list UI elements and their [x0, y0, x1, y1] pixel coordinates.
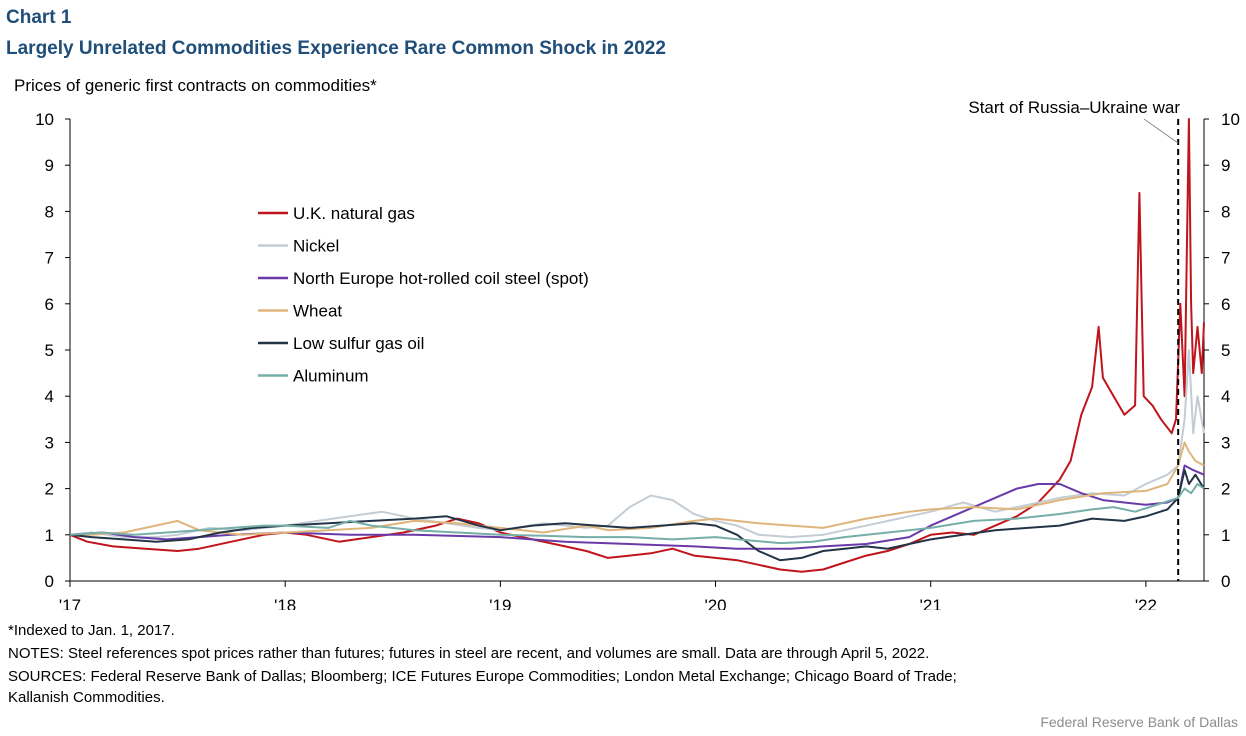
- x-tick-label: '20: [704, 596, 726, 610]
- x-tick-label: '18: [274, 596, 296, 610]
- series-line-u-k-natural-gas: [69, 118, 1205, 573]
- chart-axes: 0 0 1 1 2 2 3 3 4 4 5 5 6 6 7 7 8 8 9 9 10 10 '17 '18 '19 '20 '21 '…: [35, 110, 1240, 610]
- y-tick-label-left: 5: [45, 341, 54, 360]
- series-line-wheat: [70, 441, 1205, 536]
- series-line-north-europe-hot-rolled-coil-steel-spot: [69, 464, 1205, 550]
- y-tick-label-left: 8: [45, 202, 54, 221]
- series-line-aluminum: [69, 483, 1205, 545]
- y-tick-label-right: 5: [1221, 341, 1230, 360]
- y-tick-label-right: 3: [1221, 433, 1230, 452]
- y-tick-label-left: 9: [45, 156, 54, 175]
- chart-label: Chart 1: [6, 7, 72, 28]
- y-tick-label-right: 10: [1221, 110, 1240, 129]
- y-tick-label-left: 3: [45, 433, 54, 452]
- legend-label: Nickel: [293, 237, 339, 256]
- y-tick-label-right: 2: [1221, 480, 1230, 499]
- series-line-low-sulfur-gas-oil: [69, 469, 1205, 562]
- series-layer: [69, 118, 1205, 573]
- credit: Federal Reserve Bank of Dallas: [1040, 714, 1238, 730]
- y-tick-label-right: 9: [1221, 156, 1230, 175]
- y-tick-label-left: 0: [45, 572, 54, 591]
- y-tick-label-left: 1: [45, 526, 54, 545]
- chart-subtitle: Prices of generic first contracts on com…: [14, 76, 377, 95]
- chart-title: Largely Unrelated Commodities Experience…: [6, 38, 666, 59]
- legend-label: Low sulfur gas oil: [293, 334, 424, 353]
- y-tick-label-left: 2: [45, 480, 54, 499]
- notes-text: NOTES: Steel references spot prices rath…: [8, 645, 930, 662]
- legend-label: U.K. natural gas: [293, 204, 415, 223]
- y-tick-label-left: 10: [35, 110, 54, 129]
- series-line-nickel: [69, 349, 1205, 539]
- y-tick-label-right: 6: [1221, 295, 1230, 314]
- legend-label: Aluminum: [293, 367, 369, 386]
- chart-legend: U.K. natural gas Nickel North Europe hot-r…: [258, 204, 589, 386]
- x-tick-label: '17: [59, 596, 81, 610]
- y-tick-label-left: 4: [45, 387, 54, 406]
- y-tick-label-left: 7: [45, 249, 54, 268]
- line-chart: 0 0 1 1 2 2 3 3 4 4 5 5 6 6 7 7 8 8 9 9 10 10 '17 '18 '19 '20 '21 '…: [35, 98, 1240, 610]
- annotation-leader-line: [1143, 118, 1179, 144]
- y-tick-label-right: 7: [1221, 249, 1230, 268]
- annotation-label: Start of Russia–Ukraine war: [968, 98, 1180, 117]
- legend-label: Wheat: [293, 302, 342, 321]
- y-tick-label-right: 8: [1221, 202, 1230, 221]
- footnote: *Indexed to Jan. 1, 2017.: [8, 622, 175, 639]
- y-tick-label-right: 4: [1221, 387, 1230, 406]
- y-tick-label-left: 6: [45, 295, 54, 314]
- y-tick-label-right: 0: [1221, 572, 1230, 591]
- legend-label: North Europe hot-rolled coil steel (spot…: [293, 269, 589, 288]
- sources-text-continued: Kallanish Commodities.: [8, 689, 165, 706]
- x-tick-label: '22: [1135, 596, 1157, 610]
- x-tick-label: '21: [920, 596, 942, 610]
- annotation-layer: Start of Russia–Ukraine war: [968, 98, 1180, 581]
- sources-text: SOURCES: Federal Reserve Bank of Dallas;…: [8, 668, 957, 685]
- x-tick-label: '19: [489, 596, 511, 610]
- y-tick-label-right: 1: [1221, 526, 1230, 545]
